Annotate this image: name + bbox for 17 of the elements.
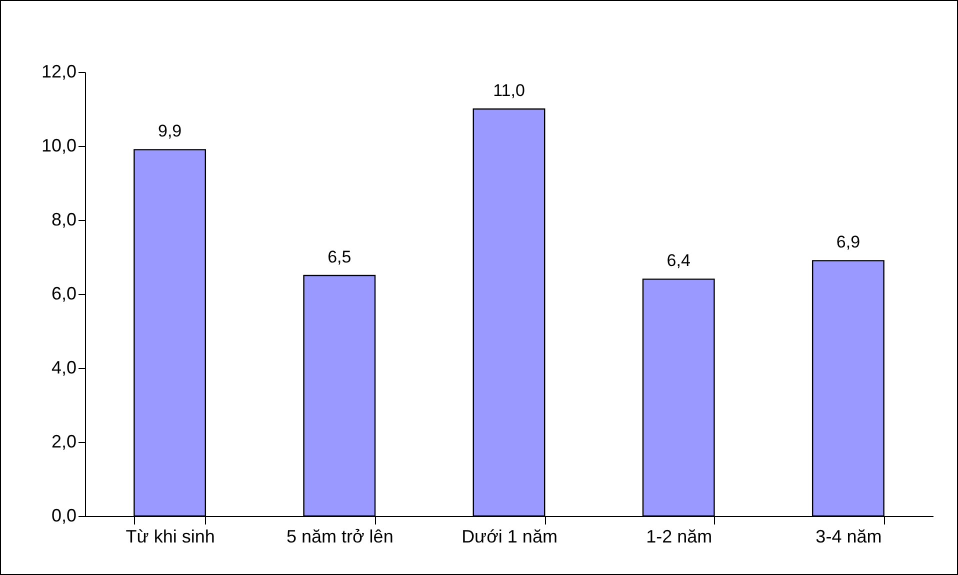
- x-tick-label: 1-2 năm: [646, 526, 712, 546]
- y-tick-label: 8,0: [51, 210, 76, 230]
- x-tick-label: 5 năm trở lên: [286, 526, 394, 546]
- y-tick-label: 0,0: [51, 506, 76, 526]
- data-label: 6,4: [666, 251, 690, 270]
- x-tick-label: Dưới 1 năm: [462, 526, 558, 546]
- data-label: 6,5: [328, 248, 352, 266]
- y-tick-label: 6,0: [51, 284, 76, 304]
- data-label: 11,0: [493, 81, 525, 100]
- x-tick-label: Từ khi sinh: [126, 526, 215, 546]
- data-label: 6,9: [836, 232, 860, 252]
- y-tick-label: 10,0: [41, 136, 76, 156]
- x-tick-label: 3-4 năm: [816, 526, 882, 546]
- y-tick-label: 12,0: [41, 62, 76, 82]
- y-tick-label: 2,0: [51, 432, 76, 452]
- data-label: 9,9: [158, 122, 182, 141]
- y-tick-label: 4,0: [51, 358, 76, 378]
